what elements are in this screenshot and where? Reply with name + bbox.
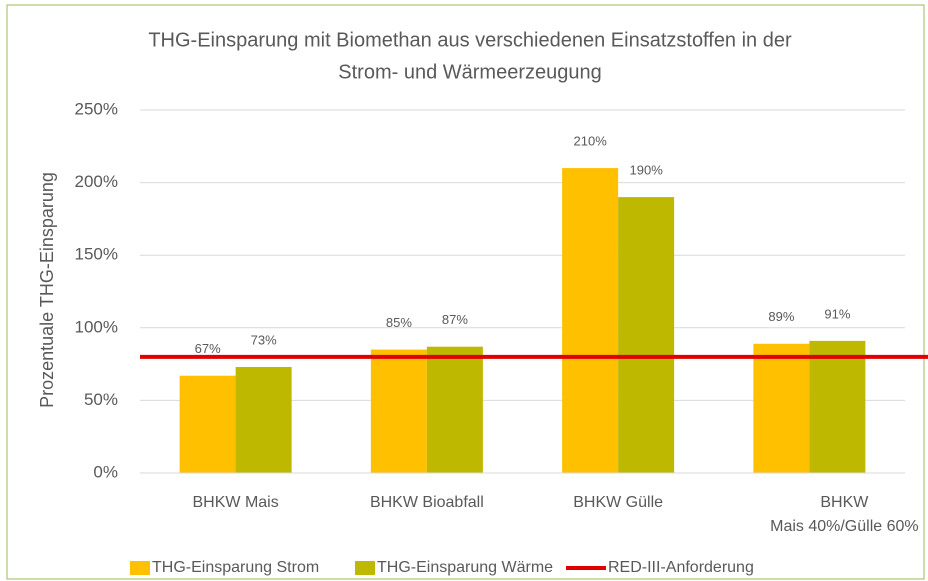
bar [562,168,619,473]
y-tick-label: 200% [75,172,118,191]
x-tick-label: Mais 40%/Gülle 60% [770,518,919,535]
data-label: 190% [630,163,664,178]
x-tick-label: BHKW [820,494,869,511]
legend-label: THG-Einsparung Wärme [377,559,553,576]
x-tick-label: BHKW Mais [193,494,279,511]
bar [426,346,483,473]
data-label: 91% [824,306,850,321]
y-tick-label: 50% [84,390,118,409]
y-tick-label: 0% [93,462,118,481]
bar [370,349,427,473]
chart-frame [6,4,925,580]
y-tick-label: 150% [75,245,118,264]
bar [179,375,236,473]
bar [753,343,810,473]
y-tick-label: 250% [75,99,118,118]
bar [235,367,292,473]
x-tick-label: BHKW Gülle [573,494,663,511]
data-label: 87% [442,312,468,327]
legend-label: THG-Einsparung Strom [152,559,319,576]
data-label: 85% [386,315,412,330]
data-label: 73% [251,332,277,347]
y-tick-label: 100% [75,317,118,336]
data-label: 89% [768,309,794,324]
data-label: 210% [574,134,608,149]
x-tick-label: BHKW Bioabfall [370,494,484,511]
y-axis-label: Prozentuale THG-Einsparung [37,172,57,408]
legend-label: RED-III-Anforderung [608,559,754,576]
legend-marker [355,561,375,575]
data-label: 67% [195,341,221,356]
chart-title: Strom- und Wärmeerzeugung [338,61,601,83]
bar [809,340,866,473]
bar [618,197,675,473]
legend-marker [130,561,150,575]
chart-title: THG-Einsparung mit Biomethan aus verschi… [148,29,792,51]
